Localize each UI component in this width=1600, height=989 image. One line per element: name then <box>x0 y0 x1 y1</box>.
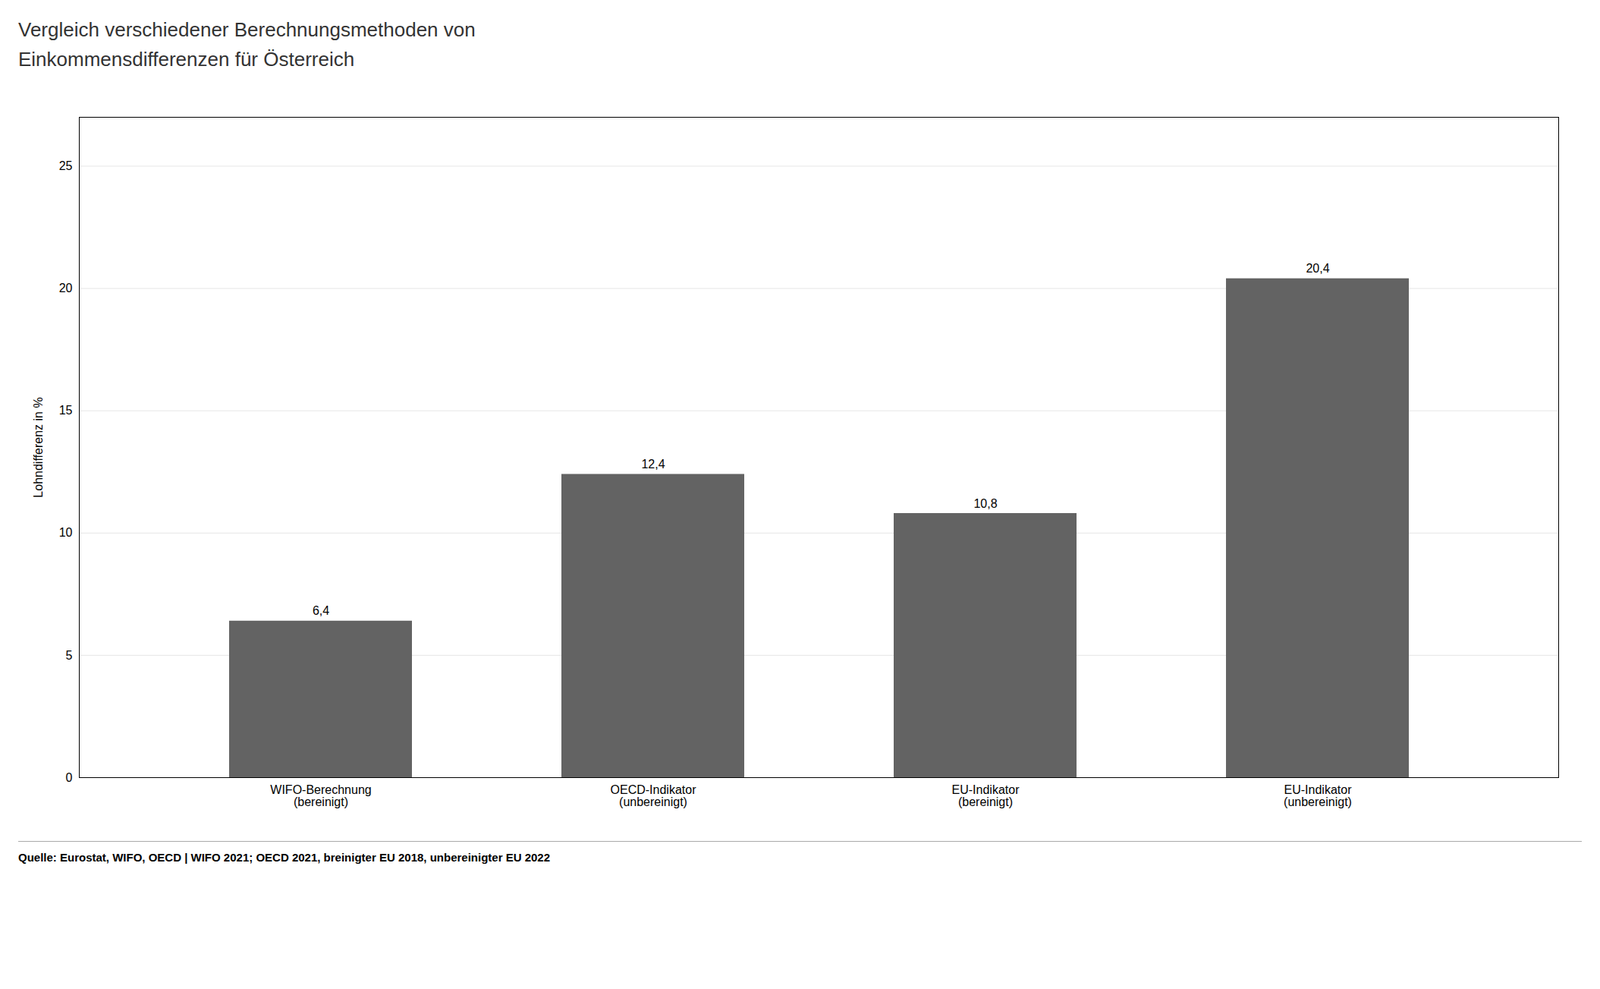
svg-text:15: 15 <box>59 403 73 417</box>
svg-text:Lohndifferenz in %: Lohndifferenz in % <box>31 396 45 497</box>
svg-text:0: 0 <box>66 770 73 784</box>
svg-text:10,8: 10,8 <box>973 496 997 510</box>
svg-text:20: 20 <box>59 281 73 295</box>
svg-text:20,4: 20,4 <box>1305 261 1330 275</box>
html-text:Quelle: Eurostat, WIFO, OECD |: Quelle: Eurostat, WIFO, OECD | WIFO 2021… <box>18 850 551 864</box>
svg-text:12,4: 12,4 <box>641 457 665 471</box>
svg-text:EU-Indikator(unbereinigt): EU-Indikator(unbereinigt) <box>1283 782 1352 808</box>
svg-text:OECD-Indikator(unbereinigt): OECD-Indikator(unbereinigt) <box>610 782 698 808</box>
svg-text:5: 5 <box>66 648 73 662</box>
svg-text:6,4: 6,4 <box>312 603 330 617</box>
svg-text:10: 10 <box>59 525 73 539</box>
svg-text:25: 25 <box>59 159 73 173</box>
html-text:Vergleich verschiedener Berech: Vergleich verschiedener Berechnungsmetho… <box>18 18 476 71</box>
svg-text:EU-Indikator(bereinigt): EU-Indikator(bereinigt) <box>952 782 1021 808</box>
svg-text:WIFO-Berechnung(bereinigt): WIFO-Berechnung(bereinigt) <box>270 782 371 808</box>
